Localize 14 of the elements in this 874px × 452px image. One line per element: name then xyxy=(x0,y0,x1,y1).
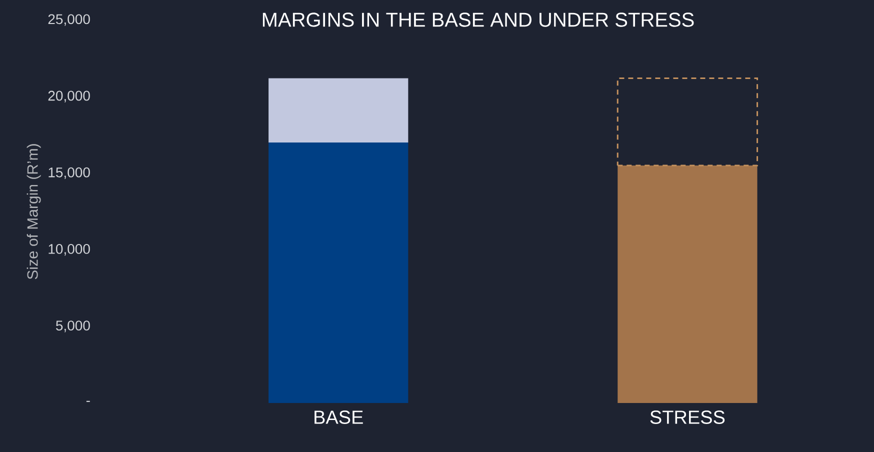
bar xyxy=(268,142,408,403)
y-tick-label: 5,000 xyxy=(56,320,90,332)
bar xyxy=(268,78,408,143)
y-tick-label: - xyxy=(86,400,90,402)
y-axis-title: Size of Margin (R’m) xyxy=(26,144,41,280)
y-tick-label: 15,000 xyxy=(48,167,90,179)
bar xyxy=(618,166,758,403)
x-tick-label: BASE xyxy=(314,410,363,424)
y-tick-label: 25,000 xyxy=(48,14,90,26)
bar xyxy=(616,77,758,166)
chart-title: MARGINS IN THE BASE AND UNDER STRESS xyxy=(262,12,694,27)
x-tick-label: STRESS xyxy=(650,410,725,424)
y-tick-label: 20,000 xyxy=(48,90,90,102)
y-tick-label: 10,000 xyxy=(48,244,90,256)
